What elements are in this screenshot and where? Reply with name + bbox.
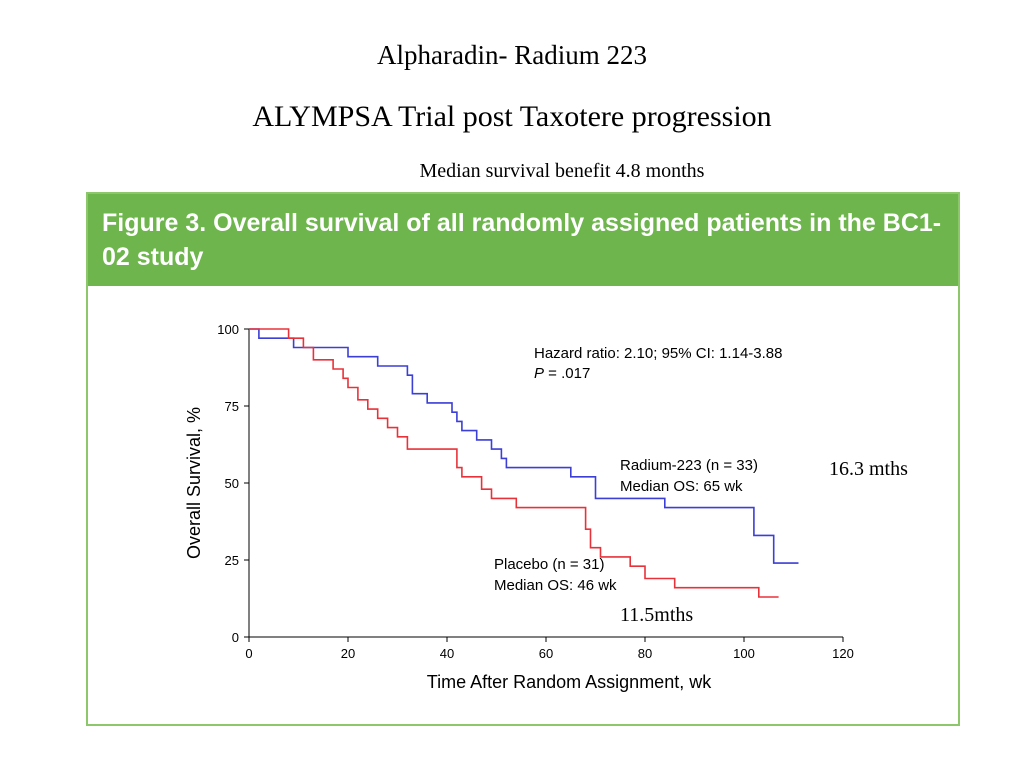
figure-header: Figure 3. Overall survival of all random… bbox=[88, 194, 958, 286]
radium-series-label: Radium-223 (n = 33) bbox=[620, 457, 758, 474]
placebo-median-label: Median OS: 46 wk bbox=[494, 577, 617, 594]
y-tick-label: 0 bbox=[232, 630, 239, 645]
hazard-ratio-annotation: Hazard ratio: 2.10; 95% CI: 1.14-3.88 bbox=[534, 345, 782, 362]
slide-subtitle: Median survival benefit 4.8 months bbox=[419, 160, 705, 182]
placebo-months-note: 11.5mths bbox=[620, 604, 694, 626]
slide-title: Alpharadin- Radium 223 bbox=[377, 40, 647, 70]
y-tick-label: 75 bbox=[225, 399, 239, 414]
placebo-curve bbox=[249, 328, 779, 598]
y-tick-label: 50 bbox=[225, 476, 239, 491]
survival-curves bbox=[249, 328, 799, 598]
figure-panel: Figure 3. Overall survival of all random… bbox=[86, 192, 960, 726]
x-tick-label: 0 bbox=[245, 646, 252, 661]
radium-223-curve bbox=[249, 328, 799, 564]
x-tick-label: 100 bbox=[733, 646, 755, 661]
x-axis-title: Time After Random Assignment, wk bbox=[427, 672, 712, 692]
x-tick-label: 40 bbox=[440, 646, 454, 661]
figure-caption: Figure 3. Overall survival of all random… bbox=[102, 209, 942, 271]
x-ticks: 0 20 40 60 80 100 120 bbox=[245, 637, 854, 661]
y-ticks: 0 25 50 75 100 bbox=[217, 322, 249, 645]
x-tick-label: 120 bbox=[832, 646, 854, 661]
y-tick-label: 100 bbox=[217, 322, 239, 337]
x-tick-label: 20 bbox=[341, 646, 355, 661]
placebo-series-label: Placebo (n = 31) bbox=[494, 556, 605, 573]
x-tick-label: 60 bbox=[539, 646, 553, 661]
x-tick-label: 80 bbox=[638, 646, 652, 661]
y-axis-title: Overall Survival, % bbox=[184, 407, 204, 559]
p-value: = .017 bbox=[544, 365, 590, 382]
slide-heading: ALYMPSA Trial post Taxotere progression bbox=[252, 100, 772, 133]
p-value-annotation: P = .017 bbox=[534, 365, 590, 382]
p-value-label: P bbox=[534, 365, 544, 382]
radium-months-note: 16.3 mths bbox=[829, 458, 908, 480]
radium-median-label: Median OS: 65 wk bbox=[620, 478, 743, 495]
y-tick-label: 25 bbox=[225, 553, 239, 568]
